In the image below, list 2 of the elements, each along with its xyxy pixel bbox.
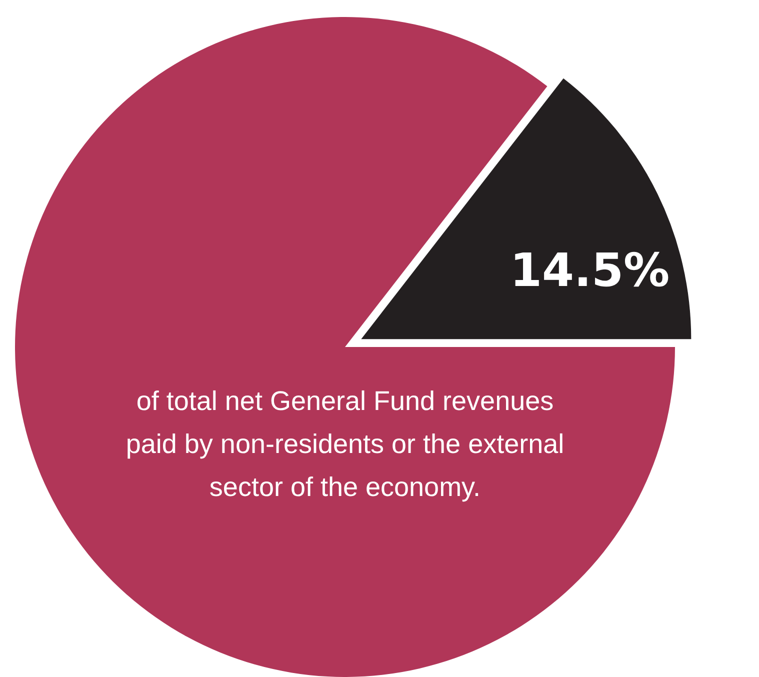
text: of total net General Fund revenues paid by non-residents or the external sector of the economy. [126, 386, 564, 502]
data-label: 14.5% [510, 243, 670, 298]
